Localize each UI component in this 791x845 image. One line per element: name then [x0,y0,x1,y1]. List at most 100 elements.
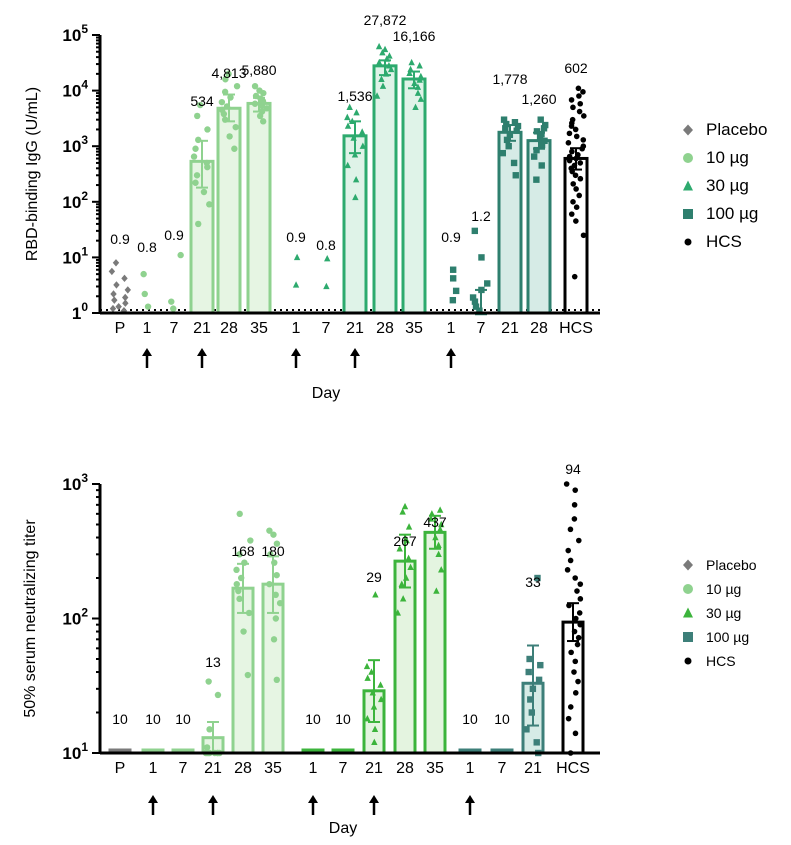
dose-arrow-icon [369,795,379,815]
dose-arrow-icon [350,348,360,368]
data-point [270,531,277,538]
data-point [500,116,508,123]
data-point [399,508,406,515]
x-tick-label: 7 [179,760,188,777]
value-label: 4,813 [211,65,246,81]
rbd-igg-chart: RBD-binding IgG (U/mL) 10 101 102 103 104 105 0… [24,12,767,402]
legend-marker [684,657,692,665]
y-tick-label: 103 [62,471,88,494]
data-point [533,739,540,746]
data-point [435,550,442,558]
data-point [575,537,582,544]
legend-label: 100 µg [706,629,749,645]
x-tick-label: 28 [530,320,548,337]
data-point [405,554,412,562]
data-point [574,588,580,594]
legend-label: 10 µg [706,148,749,167]
data-point [244,671,252,679]
data-point [193,172,201,179]
data-point [115,302,122,311]
data-point [206,201,213,208]
legend-marker [683,584,693,594]
data-point [364,714,371,722]
data-point [577,621,584,628]
data-point [478,254,485,261]
data-point [245,609,253,617]
data-point [112,259,120,267]
data-point [580,89,586,95]
data-point [196,101,204,109]
data-point [344,122,352,129]
data-point [273,540,281,547]
data-point [394,609,401,616]
data-point [226,133,233,140]
data-point [513,127,520,134]
data-point [581,113,587,119]
data-point [563,481,570,487]
value-label: 1,778 [492,71,527,87]
data-point [122,299,129,307]
value-label: 13 [205,654,221,670]
data-point [177,251,184,259]
data-point [124,286,132,294]
legend-marker [683,153,693,163]
data-point [577,581,584,587]
arrow-head [142,348,152,356]
data-point [510,159,518,167]
data-point [203,744,211,751]
value-label: 437 [423,514,447,530]
x-tick-label: 21 [204,760,222,777]
data-point [427,515,435,522]
data-point [580,232,587,239]
data-point [414,89,422,96]
data-point [236,595,243,603]
data-point [372,591,379,598]
data-point [541,137,548,145]
x-tick-label: 7 [322,320,331,337]
data-point [572,487,579,493]
data-point [236,510,243,518]
data-point [218,98,226,106]
data-point [568,97,575,103]
data-point [111,296,118,304]
data-point [511,119,519,126]
data-point [469,294,477,301]
data-point [270,636,278,643]
value-label: 10 [335,711,351,727]
legend-marker [683,559,693,571]
data-point [405,523,413,530]
data-point [514,122,522,130]
y-tick-label: 101 [62,244,88,267]
dose-arrow-icon [308,795,318,815]
data-point [449,275,457,282]
data-point [523,726,530,733]
data-point [235,587,242,595]
data-point [569,116,576,123]
data-point [537,661,544,669]
data-point [292,281,300,288]
data-point [580,137,587,143]
data-point [449,296,457,304]
value-label: 5,880 [241,62,276,78]
data-point [385,62,393,69]
data-point [113,281,120,289]
data-point [530,153,538,160]
data-point [203,159,211,167]
data-point [472,303,480,310]
data-point [572,575,578,581]
data-point [565,140,572,146]
data-point [407,65,414,73]
data-point [575,678,581,685]
x-tick-label: 21 [346,320,364,337]
neutralizing-titer-chart: 50% serum neutralizing titer10110210310P… [22,461,757,837]
data-point [570,104,576,111]
value-label: 10 [175,711,191,727]
data-point [528,709,536,716]
x-tick-label: 28 [234,760,252,777]
data-point [231,145,238,152]
arrow-head [446,348,456,356]
y-tick-label: 10 [72,300,88,323]
bar [372,64,398,315]
data-point [236,551,243,558]
data-point [168,298,175,305]
